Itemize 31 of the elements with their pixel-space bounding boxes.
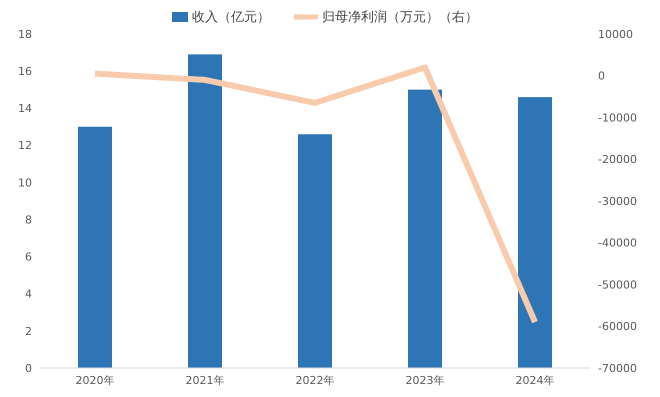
bar (408, 90, 442, 368)
y-tick-label: 6 (25, 250, 32, 264)
legend-label: 收入（亿元） (192, 9, 270, 26)
y-tick-label: 16 (18, 65, 32, 78)
y-tick-label: 14 (18, 102, 32, 116)
y2-tick-label: -50000 (598, 278, 637, 292)
y2-tick-label: -20000 (598, 153, 637, 166)
y-tick-label: 0 (25, 362, 32, 375)
y-tick-label: 12 (18, 139, 32, 152)
bar (188, 54, 222, 368)
bar (518, 97, 552, 368)
x-tick-label: 2022年 (296, 374, 334, 387)
y2-tick-label: -10000 (598, 111, 637, 124)
y2-tick-label: -60000 (598, 320, 637, 334)
bar (298, 134, 332, 368)
y-tick-label: 2 (25, 324, 32, 338)
y2-tick-label: -40000 (598, 236, 637, 250)
y-tick-label: 10 (18, 176, 32, 190)
y-tick-label: 18 (18, 28, 32, 41)
bar (78, 126, 112, 368)
x-tick-label: 2024年 (516, 374, 554, 387)
y-tick-label: 8 (25, 213, 32, 226)
y2-tick-label: 0 (598, 70, 605, 83)
x-tick-label: 2021年 (186, 374, 224, 387)
y2-tick-label: -30000 (598, 194, 637, 208)
legend-label: 归母净利润（万元）（右） (322, 9, 478, 26)
y2-tick-label: -70000 (598, 362, 637, 375)
y2-tick-label: 10000 (598, 28, 633, 41)
x-tick-label: 2020年 (76, 374, 114, 387)
x-tick-label: 2023年 (406, 374, 444, 387)
y-tick-label: 4 (25, 288, 32, 301)
